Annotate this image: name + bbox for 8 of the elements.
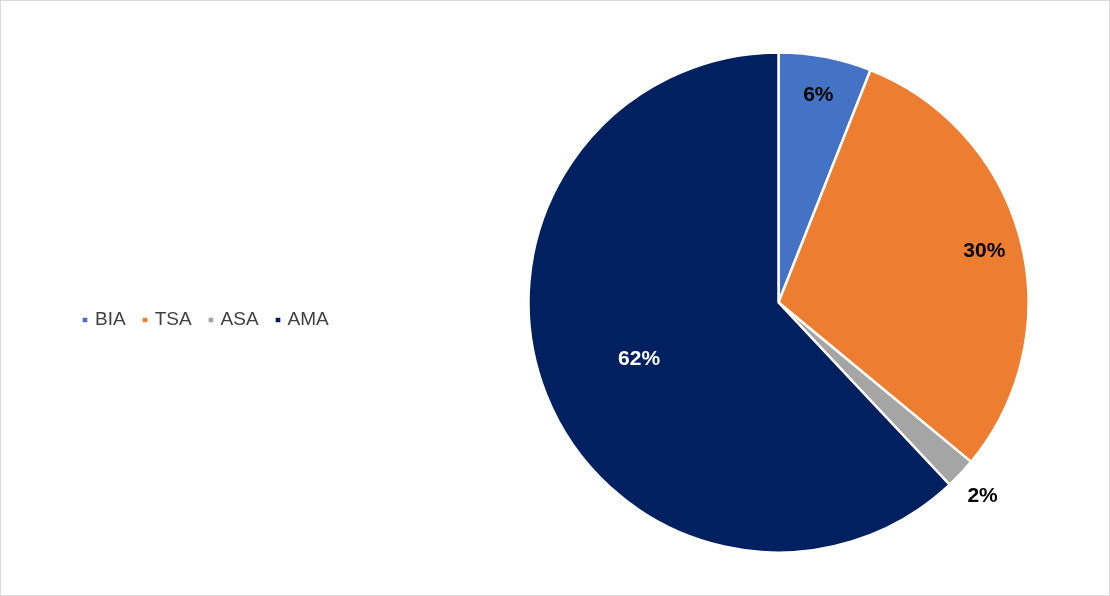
legend-label: ASA: [220, 308, 259, 330]
legend-label: TSA: [154, 308, 192, 330]
data-label: 2%: [967, 482, 999, 506]
data-label: 30%: [963, 238, 1006, 262]
data-label: 6%: [803, 82, 834, 106]
data-label: 62%: [618, 346, 661, 370]
legend-label: AMA: [287, 308, 329, 330]
legend-label: BIA: [95, 308, 126, 330]
